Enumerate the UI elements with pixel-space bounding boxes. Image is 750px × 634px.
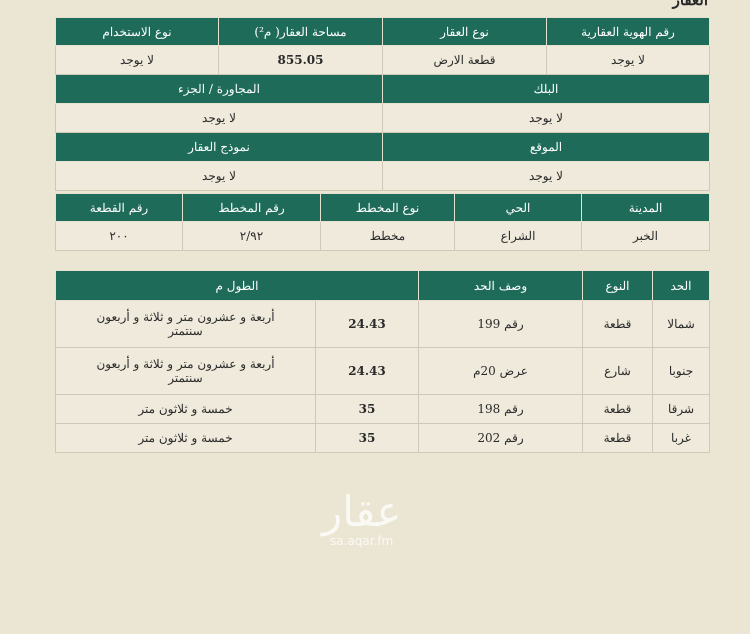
value-block: لا يوجد bbox=[382, 103, 710, 133]
length-text: أربعة و عشرون متر و ثلاثة و أربعون سنتمت… bbox=[55, 347, 316, 395]
length-text: خمسة و ثلاثون متر bbox=[55, 394, 316, 424]
header-usage: نوع الاستخدام bbox=[55, 17, 219, 46]
section-title: العقار bbox=[672, 0, 708, 9]
header-length: الطول م bbox=[55, 270, 419, 301]
header-plot-number: رقم القطعة bbox=[55, 193, 183, 222]
header-plan-number: رقم المخطط bbox=[182, 193, 321, 222]
value-type: قطعة الارض bbox=[382, 45, 547, 75]
kind: قطعة bbox=[582, 423, 653, 453]
value-model: لا يوجد bbox=[55, 161, 383, 191]
boundary: جنوبا bbox=[652, 347, 710, 395]
header-location: الموقع bbox=[382, 132, 710, 162]
description: عرض 20م bbox=[418, 347, 583, 395]
description: رقم 199 bbox=[418, 300, 583, 348]
header-kind: النوع bbox=[582, 270, 653, 301]
header-model: نموذج العقار bbox=[55, 132, 383, 162]
watermark-url: sa.aqar.fm bbox=[330, 534, 394, 548]
header-plan-type: نوع المخطط bbox=[320, 193, 455, 222]
kind: قطعة bbox=[582, 300, 653, 348]
value-city: الخبر bbox=[581, 221, 710, 251]
value-plot-number: ٢٠٠ bbox=[55, 221, 183, 251]
length-number: 24.43 bbox=[315, 347, 419, 395]
value-area: 855.05 bbox=[218, 45, 383, 75]
header-description: وصف الحد bbox=[418, 270, 583, 301]
property-info-table: رقم الهوية العقارية نوع العقار مساحة الع… bbox=[55, 17, 710, 191]
value-id: لا يوجد bbox=[546, 45, 710, 75]
boundary: غربا bbox=[652, 423, 710, 453]
value-plan-type: مخطط bbox=[320, 221, 455, 251]
length-text: أربعة و عشرون متر و ثلاثة و أربعون سنتمت… bbox=[55, 300, 316, 348]
table-row: شمالا قطعة رقم 199 24.43 أربعة و عشرون م… bbox=[55, 300, 710, 348]
header-neighborhood-part: المجاورة / الجزء bbox=[55, 74, 383, 104]
table-row: شرقا قطعة رقم 198 35 خمسة و ثلاثون متر bbox=[55, 394, 710, 424]
table-row: غربا قطعة رقم 202 35 خمسة و ثلاثون متر bbox=[55, 423, 710, 453]
boundaries-table: الحد النوع وصف الحد الطول م شمالا قطعة ر… bbox=[55, 270, 710, 453]
table-row: جنوبا شارع عرض 20م 24.43 أربعة و عشرون م… bbox=[55, 347, 710, 395]
property-section: رقم الهوية العقارية نوع العقار مساحة الع… bbox=[55, 17, 710, 251]
kind: شارع bbox=[582, 347, 653, 395]
watermark: عقار sa.aqar.fm bbox=[322, 487, 402, 549]
value-location: لا يوجد bbox=[382, 161, 710, 191]
length-number: 24.43 bbox=[315, 300, 419, 348]
description: رقم 198 bbox=[418, 394, 583, 424]
header-id: رقم الهوية العقارية bbox=[546, 17, 710, 46]
length-number: 35 bbox=[315, 423, 419, 453]
boundary: شرقا bbox=[652, 394, 710, 424]
header-city: المدينة bbox=[581, 193, 710, 222]
location-table: المدينة الحي نوع المخطط رقم المخطط رقم ا… bbox=[55, 193, 710, 251]
kind: قطعة bbox=[582, 394, 653, 424]
value-neighborhood-part: لا يوجد bbox=[55, 103, 383, 133]
value-usage: لا يوجد bbox=[55, 45, 219, 75]
header-type: نوع العقار bbox=[382, 17, 547, 46]
length-number: 35 bbox=[315, 394, 419, 424]
length-text: خمسة و ثلاثون متر bbox=[55, 423, 316, 453]
header-district: الحي bbox=[454, 193, 582, 222]
header-boundary: الحد bbox=[652, 270, 710, 301]
header-area: مساحة العقار( م²) bbox=[218, 17, 383, 46]
description: رقم 202 bbox=[418, 423, 583, 453]
watermark-logo: عقار bbox=[322, 487, 402, 536]
boundary: شمالا bbox=[652, 300, 710, 348]
value-plan-number: ٢/٩٢ bbox=[182, 221, 321, 251]
header-block: البلك bbox=[382, 74, 710, 104]
value-district: الشراع bbox=[454, 221, 582, 251]
